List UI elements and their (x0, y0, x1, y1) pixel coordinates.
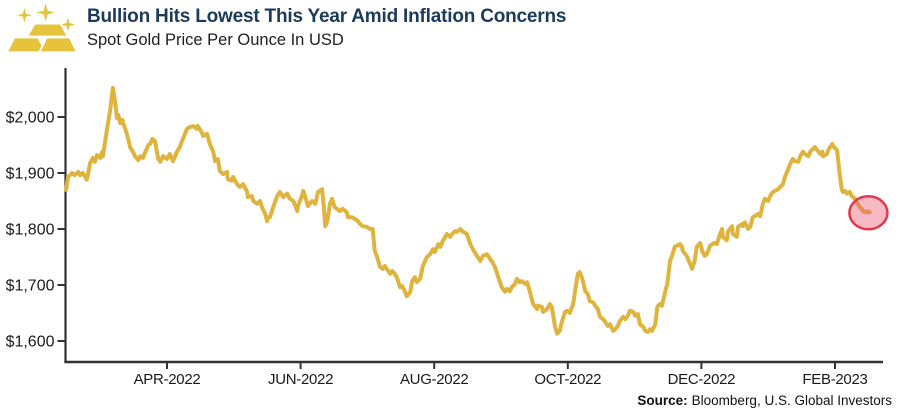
x-tick-label: JUN-2022 (268, 371, 333, 388)
x-tick-label: APR-2022 (134, 371, 201, 388)
x-tick-label: OCT-2022 (534, 371, 601, 388)
source-line: Source: Bloomberg, U.S. Global Investors (637, 393, 892, 408)
y-tick-label: $1,800 (6, 222, 55, 239)
source-label: Source: (637, 393, 688, 408)
y-tick-label: $2,000 (6, 110, 55, 127)
y-tick-label: $1,700 (6, 278, 55, 295)
source-text: Bloomberg, U.S. Global Investors (691, 393, 892, 408)
sparkle-icon (17, 7, 32, 23)
chart-subtitle: Spot Gold Price Per Ounce In USD (87, 30, 344, 49)
x-tick-label: FEB-2023 (802, 371, 867, 388)
x-tick-label: DEC-2022 (668, 371, 736, 388)
gold-bars-icon (5, 3, 79, 59)
title-block: Bullion Hits Lowest This Year Amid Infla… (87, 3, 566, 50)
y-tick-label: $1,600 (6, 334, 55, 351)
y-tick-label: $1,900 (6, 166, 55, 183)
sparkle-icon (60, 17, 76, 32)
chart-title: Bullion Hits Lowest This Year Amid Infla… (87, 6, 567, 27)
x-tick-label: AUG-2022 (400, 371, 468, 388)
sparkle-icon (36, 3, 55, 22)
gold-bars-icon-svg (5, 3, 79, 54)
chart-header: Bullion Hits Lowest This Year Amid Infla… (5, 3, 566, 59)
gold-price-line (64, 85, 872, 336)
gold-ingot-front-right (37, 36, 79, 54)
lowest-price-highlight-ellipse (848, 195, 889, 231)
